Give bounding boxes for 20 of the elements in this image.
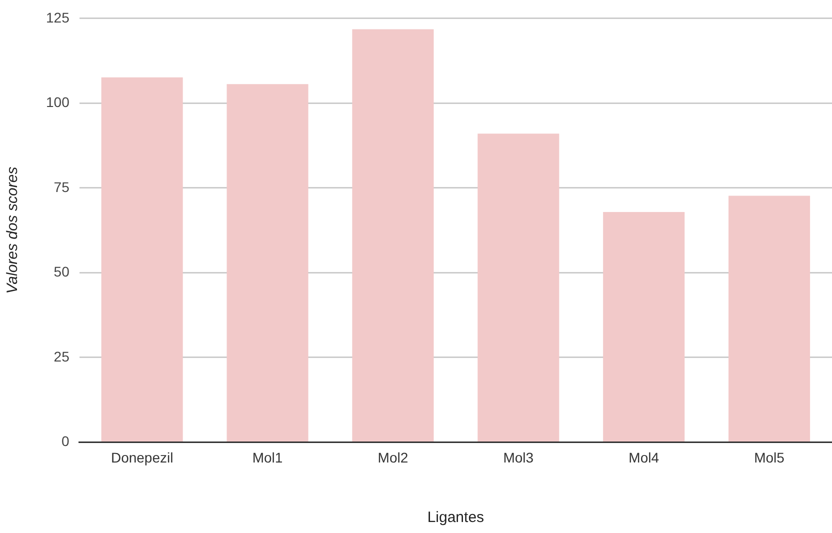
x-tick-label: Mol4: [628, 449, 660, 466]
y-tick-label: 100: [46, 94, 70, 110]
x-tick-label: Donepezil: [110, 449, 174, 466]
x-tick-label: Mol2: [378, 449, 408, 466]
x-axis-title: Ligantes: [427, 509, 484, 526]
x-tick-label: Mol3: [503, 449, 534, 466]
x-tick-label: Mol5: [754, 449, 785, 466]
y-tick-label: 50: [54, 264, 70, 280]
bar: [352, 29, 434, 442]
y-tick-label: 75: [54, 178, 70, 195]
bar: [226, 84, 308, 442]
y-tick-label: 0: [62, 433, 70, 450]
bar: [603, 212, 685, 442]
bar: [728, 196, 810, 442]
bar: [101, 77, 183, 442]
y-tick-label: 125: [46, 9, 70, 26]
bar: [478, 134, 560, 442]
x-tick-label: Mol1: [252, 449, 283, 466]
y-tick-label: 25: [54, 348, 70, 364]
y-axis-title: Valores dos scores: [4, 166, 22, 294]
